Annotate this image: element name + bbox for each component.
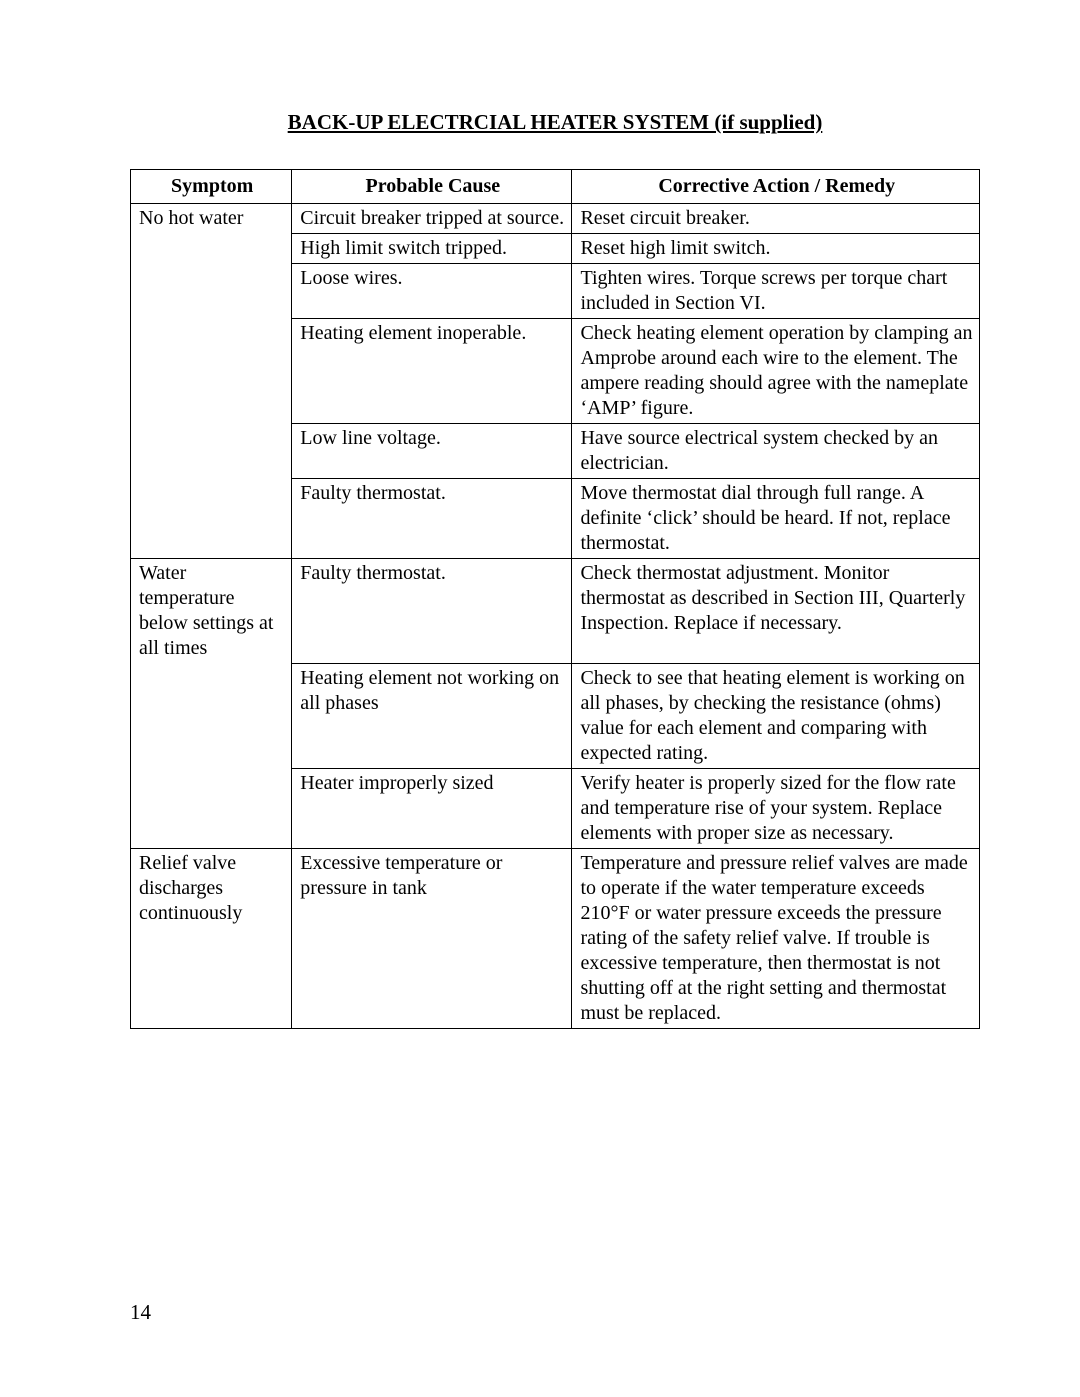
table-row: High limit switch tripped. Reset high li… <box>131 234 980 264</box>
cell-symptom <box>131 663 292 768</box>
troubleshooting-table: Symptom Probable Cause Corrective Action… <box>130 169 980 1029</box>
cell-remedy: Have source electrical system checked by… <box>572 424 980 479</box>
cell-cause: Circuit breaker tripped at source. <box>292 204 572 234</box>
cell-symptom: Water temperature below settings at all … <box>131 559 292 664</box>
cell-remedy: Tighten wires. Torque screws per torque … <box>572 264 980 319</box>
cell-remedy: Verify heater is properly sized for the … <box>572 768 980 848</box>
cell-cause: Faulty thermostat. <box>292 559 572 664</box>
cell-symptom <box>131 479 292 559</box>
cell-cause: Loose wires. <box>292 264 572 319</box>
table-row: Heating element not working on all phase… <box>131 663 980 768</box>
cell-symptom: No hot water <box>131 204 292 234</box>
cell-remedy: Reset high limit switch. <box>572 234 980 264</box>
page-title: BACK-UP ELECTRCIAL HEATER SYSTEM (if sup… <box>130 110 980 135</box>
page-number: 14 <box>130 1300 151 1325</box>
cell-cause: Faulty thermostat. <box>292 479 572 559</box>
cell-cause: High limit switch tripped. <box>292 234 572 264</box>
table-row: Heating element inoperable. Check heatin… <box>131 319 980 424</box>
cell-symptom <box>131 264 292 319</box>
cell-remedy: Check to see that heating element is wor… <box>572 663 980 768</box>
cell-remedy: Check thermostat adjustment. Monitor the… <box>572 559 980 664</box>
cell-symptom <box>131 319 292 424</box>
cell-remedy: Temperature and pressure relief valves a… <box>572 848 980 1028</box>
table-header-row: Symptom Probable Cause Corrective Action… <box>131 170 980 204</box>
table-row: Water temperature below settings at all … <box>131 559 980 664</box>
cell-cause: Low line voltage. <box>292 424 572 479</box>
col-header-remedy: Corrective Action / Remedy <box>572 170 980 204</box>
col-header-cause: Probable Cause <box>292 170 572 204</box>
cell-symptom <box>131 234 292 264</box>
table-row: Relief valve discharges continuously Exc… <box>131 848 980 1028</box>
table-row: Low line voltage. Have source electrical… <box>131 424 980 479</box>
cell-symptom <box>131 768 292 848</box>
cell-symptom <box>131 424 292 479</box>
cell-symptom: Relief valve discharges continuously <box>131 848 292 1028</box>
cell-remedy: Reset circuit breaker. <box>572 204 980 234</box>
cell-remedy: Move thermostat dial through full range.… <box>572 479 980 559</box>
cell-cause: Heating element inoperable. <box>292 319 572 424</box>
cell-cause: Heating element not working on all phase… <box>292 663 572 768</box>
table-row: Loose wires. Tighten wires. Torque screw… <box>131 264 980 319</box>
cell-cause: Excessive temperature or pressure in tan… <box>292 848 572 1028</box>
cell-remedy: Check heating element operation by clamp… <box>572 319 980 424</box>
cell-cause: Heater improperly sized <box>292 768 572 848</box>
col-header-symptom: Symptom <box>131 170 292 204</box>
table-row: Heater improperly sized Verify heater is… <box>131 768 980 848</box>
document-page: BACK-UP ELECTRCIAL HEATER SYSTEM (if sup… <box>0 0 1080 1397</box>
table-row: No hot water Circuit breaker tripped at … <box>131 204 980 234</box>
table-row: Faulty thermostat. Move thermostat dial … <box>131 479 980 559</box>
